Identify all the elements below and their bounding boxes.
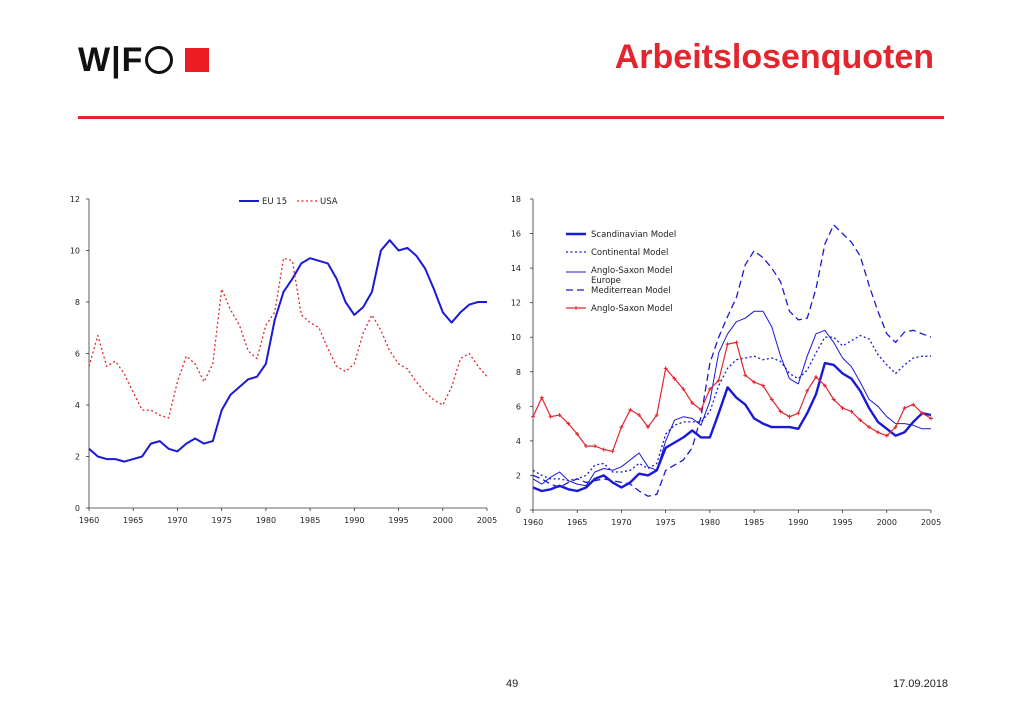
series-line [532,334,931,482]
x-tick-label: 1975 [655,518,675,527]
y-tick-label: 6 [516,402,521,411]
x-tick-label: 1970 [611,518,631,527]
x-tick-label: 2005 [477,516,497,525]
x-tick-label: 1965 [567,518,587,527]
y-tick-label: 8 [516,368,521,377]
y-tick-label: 12 [70,195,80,204]
legend-label: Anglo-Saxon Model [591,304,673,314]
series-line [532,224,932,497]
legend-label: Mediterrean Model [591,286,671,296]
series-line [532,361,932,493]
x-tick-label: 2000 [433,516,453,525]
x-tick-label: 2000 [877,518,897,527]
legend-label: Scandinavian Model [591,230,676,240]
y-tick-label: 12 [511,299,521,308]
series-line [532,310,931,487]
y-tick-label: 4 [516,437,521,446]
x-tick-label: 1980 [256,516,276,525]
x-tick-label: 1975 [211,516,231,525]
series-line [88,239,487,463]
legend-label: USA [320,197,338,207]
y-tick-label: 16 [511,230,521,239]
y-tick-label: 14 [511,264,521,273]
y-tick-label: 8 [75,298,80,307]
footer-date: 17.09.2018 [893,678,949,690]
legend-label: Continental Model [591,248,668,258]
series-line [88,257,488,419]
x-tick-label: 1990 [788,518,808,527]
y-tick-label: 2 [516,471,521,480]
legend-label: Anglo-Saxon Model [591,266,673,276]
y-tick-label: 18 [511,195,521,204]
title-divider [78,116,944,119]
x-tick-label: 1965 [123,516,143,525]
series-line [532,341,932,452]
page-number: 49 [506,678,519,690]
logo-text: W|F [78,40,144,79]
page-title: Arbeitslosenquoten [614,38,934,76]
legend-label-cont: Europe [591,276,621,286]
y-tick-label: 0 [516,506,521,515]
x-tick-label: 1970 [167,516,187,525]
x-tick-label: 1960 [523,518,543,527]
x-tick-label: 1960 [79,516,99,525]
logo-circle [145,46,174,74]
x-tick-label: 1995 [388,516,408,525]
y-tick-label: 10 [511,333,521,342]
legend-label: EU 15 [262,197,287,207]
y-tick-label: 6 [75,350,80,359]
x-tick-label: 1980 [700,518,720,527]
x-tick-label: 2005 [921,518,941,527]
y-tick-label: 0 [75,504,80,513]
y-tick-label: 10 [70,247,80,256]
x-tick-label: 1995 [832,518,852,527]
wifo-logo: W|F [78,40,210,80]
y-tick-label: 2 [75,453,80,462]
y-tick-label: 4 [75,401,80,410]
logo-square [185,48,210,72]
x-tick-label: 1990 [344,516,364,525]
x-tick-label: 1985 [744,518,764,527]
x-tick-label: 1985 [300,516,320,525]
